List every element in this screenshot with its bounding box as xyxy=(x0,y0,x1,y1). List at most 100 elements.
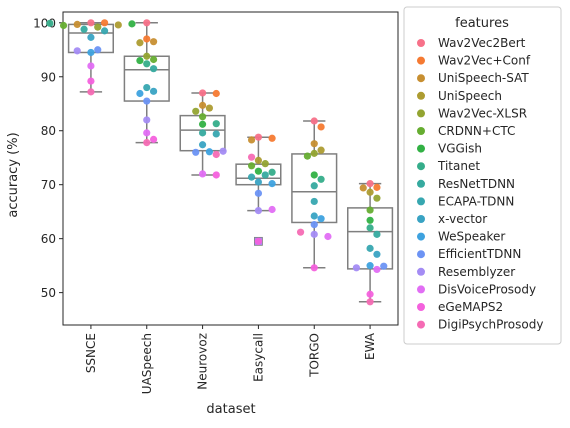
data-point xyxy=(136,39,144,47)
data-point xyxy=(254,167,263,175)
data-point xyxy=(198,141,207,149)
data-point xyxy=(366,290,374,298)
legend-marker xyxy=(417,144,425,153)
y-tick-label: 70 xyxy=(41,178,56,192)
data-point xyxy=(317,175,325,183)
data-point xyxy=(310,212,318,220)
data-point xyxy=(143,97,151,105)
data-point xyxy=(366,216,374,224)
data-point xyxy=(261,160,269,168)
data-point xyxy=(100,27,109,35)
data-point xyxy=(143,129,151,137)
data-point xyxy=(198,101,207,109)
data-point xyxy=(296,228,305,236)
data-point xyxy=(366,298,374,306)
legend-label: ECAPA-TDNN xyxy=(438,194,514,208)
legend-label: DisVoiceProsody xyxy=(438,282,536,296)
data-point xyxy=(310,197,318,206)
legend-label: EfficientTDNN xyxy=(438,247,521,261)
data-point xyxy=(73,20,81,29)
data-point xyxy=(268,180,276,188)
legend: features Wav2Vec2Bert Wav2Vec+Conf UniSpee… xyxy=(403,6,562,345)
data-point xyxy=(149,87,158,95)
data-point xyxy=(94,46,102,54)
data-point xyxy=(310,140,318,148)
data-point xyxy=(143,83,151,92)
data-point xyxy=(366,244,374,252)
x-tick-label: TORGO xyxy=(307,333,321,378)
data-point xyxy=(310,171,318,179)
data-point xyxy=(247,173,256,181)
legend-label: Wav2Vec+Conf xyxy=(438,54,531,68)
y-axis-label: accuracy (%) xyxy=(6,132,21,217)
data-point xyxy=(303,152,312,160)
data-point xyxy=(324,232,332,241)
data-point xyxy=(100,19,109,27)
data-point xyxy=(219,147,227,155)
data-point xyxy=(143,35,151,43)
legend-label: UniSpeech xyxy=(438,89,502,103)
data-point xyxy=(254,189,263,197)
data-point xyxy=(143,60,151,68)
legend-marker xyxy=(417,285,425,294)
y-tick-label: 80 xyxy=(41,124,56,138)
data-point xyxy=(198,129,207,137)
legend-label: CRDNN+CTC xyxy=(438,124,515,138)
data-point xyxy=(254,178,263,186)
legend-marker xyxy=(417,320,425,329)
data-point xyxy=(149,55,158,64)
data-point xyxy=(310,149,318,157)
legend-marker xyxy=(417,74,425,83)
data-point xyxy=(149,65,158,73)
data-point xyxy=(128,20,136,28)
data-point xyxy=(143,52,151,60)
data-point xyxy=(87,88,95,96)
legend-label: Wav2Vec-XLSR xyxy=(438,106,527,120)
data-point xyxy=(373,250,381,258)
data-point xyxy=(310,117,318,125)
data-point xyxy=(198,170,207,178)
data-point xyxy=(268,205,276,214)
legend-label: Wav2Vec2Bert xyxy=(438,36,526,50)
data-point xyxy=(212,150,220,159)
data-point xyxy=(87,77,95,85)
data-point xyxy=(373,230,381,238)
legend-marker xyxy=(417,179,425,188)
x-axis-label: dataset xyxy=(206,402,255,417)
data-point xyxy=(192,107,200,115)
data-point xyxy=(46,19,54,27)
legend-label: Titanet xyxy=(437,159,480,173)
data-point xyxy=(310,230,318,238)
data-point xyxy=(212,89,220,98)
x-tick-label: UASpeech xyxy=(140,333,154,394)
data-point xyxy=(254,156,263,165)
data-point xyxy=(136,56,144,65)
legend-label: ResNetTDNN xyxy=(438,177,515,191)
data-point xyxy=(205,148,214,156)
data-point xyxy=(80,25,88,33)
legend-marker xyxy=(417,39,425,47)
data-point xyxy=(317,123,325,131)
data-point xyxy=(247,153,256,161)
data-point xyxy=(198,89,207,97)
data-point xyxy=(143,116,151,124)
legend-marker xyxy=(417,91,425,100)
data-point xyxy=(366,188,374,196)
data-point xyxy=(136,89,144,98)
data-point xyxy=(317,215,325,223)
legend-marker xyxy=(417,197,425,206)
x-tick-label: Easycall xyxy=(251,333,265,382)
legend-marker xyxy=(417,56,425,65)
data-point xyxy=(366,180,374,188)
data-point xyxy=(310,221,318,229)
legend-label: UniSpeech-SAT xyxy=(438,71,529,85)
data-point xyxy=(373,265,381,274)
data-point xyxy=(310,264,318,272)
legend-label: Resemblyzer xyxy=(438,265,515,279)
data-point xyxy=(366,224,374,232)
data-point xyxy=(373,194,381,202)
data-point xyxy=(212,120,220,128)
data-point xyxy=(268,168,276,176)
